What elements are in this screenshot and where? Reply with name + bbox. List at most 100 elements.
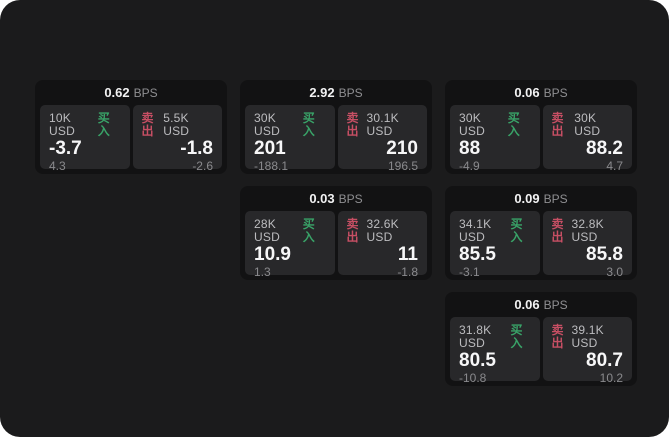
spread-header: 0.09 BPS <box>450 186 632 211</box>
sell-price: 85.8 <box>586 244 623 265</box>
sell-change: -2.6 <box>192 159 213 173</box>
quote-body: 34.1K USD 买入 85.5 -3.1 卖出 32.8K USD 85.8… <box>450 211 632 279</box>
sell-change: 3.0 <box>606 265 623 279</box>
buy-notional: 10K USD <box>49 111 75 138</box>
sell-panel[interactable]: 卖出 39.1K USD 80.7 10.2 <box>542 317 632 385</box>
sell-panel[interactable]: 卖出 32.8K USD 85.8 3.0 <box>542 211 632 279</box>
sell-panel-header: 卖出 32.8K USD <box>552 218 624 244</box>
buy-label: 买入 <box>507 111 520 138</box>
buy-panel[interactable]: 10K USD 买入 -3.7 4.3 <box>40 105 130 173</box>
sell-notional: 30.1K USD <box>366 111 399 138</box>
sell-label: 卖出 <box>346 217 359 244</box>
spread-header: 0.62 BPS <box>40 80 222 105</box>
buy-price: -3.7 <box>49 138 82 159</box>
buy-change: -3.1 <box>459 265 480 279</box>
bps-unit-label: BPS <box>543 191 568 206</box>
buy-notional: 31.8K USD <box>459 323 492 350</box>
sell-change: 4.7 <box>606 159 623 173</box>
bps-unit-label: BPS <box>133 85 158 100</box>
quote-body: 30K USD 买入 201 -188.1 卖出 30.1K USD 210 1… <box>245 105 427 173</box>
buy-label: 买入 <box>302 111 315 138</box>
sell-panel[interactable]: 卖出 30.1K USD 210 196.5 <box>337 105 427 173</box>
sell-price: -1.8 <box>180 138 213 159</box>
spread-header: 0.06 BPS <box>450 292 632 317</box>
sell-panel-header: 卖出 32.6K USD <box>347 218 419 244</box>
spread-value: 0.03 <box>309 191 335 206</box>
sell-label: 卖出 <box>346 111 359 138</box>
buy-notional: 30K USD <box>254 111 280 138</box>
buy-panel[interactable]: 30K USD 买入 201 -188.1 <box>245 105 335 173</box>
sell-notional: 32.8K USD <box>571 217 604 244</box>
quote-body: 10K USD 买入 -3.7 4.3 卖出 5.5K USD -1.8 -2.… <box>40 105 222 173</box>
sell-price: 210 <box>386 138 418 159</box>
buy-change: 1.3 <box>254 265 271 279</box>
buy-panel-header: 30K USD 买入 <box>254 112 326 138</box>
sell-change: 10.2 <box>599 371 623 385</box>
buy-notional: 34.1K USD <box>459 217 492 244</box>
quote-card: 0.09 BPS 34.1K USD 买入 85.5 -3.1 卖出 32.8K… <box>445 186 637 280</box>
sell-notional: 39.1K USD <box>571 323 604 350</box>
quote-body: 31.8K USD 买入 80.5 -10.8 卖出 39.1K USD 80.… <box>450 317 632 385</box>
buy-panel[interactable]: 31.8K USD 买入 80.5 -10.8 <box>450 317 540 385</box>
buy-price: 85.5 <box>459 244 496 265</box>
sell-price: 11 <box>397 244 418 265</box>
buy-notional: 28K USD <box>254 217 280 244</box>
buy-panel[interactable]: 30K USD 买入 88 -4.9 <box>450 105 540 173</box>
spread-header: 0.06 BPS <box>450 80 632 105</box>
buy-price: 10.9 <box>254 244 291 265</box>
spread-value: 0.06 <box>514 297 540 312</box>
buy-label: 买入 <box>510 323 523 350</box>
sell-panel-header: 卖出 30K USD <box>552 112 624 138</box>
sell-panel[interactable]: 卖出 30K USD 88.2 4.7 <box>542 105 632 173</box>
sell-notional: 32.6K USD <box>366 217 399 244</box>
buy-panel-header: 34.1K USD 买入 <box>459 218 531 244</box>
sell-label: 卖出 <box>551 217 564 244</box>
sell-change: 196.5 <box>387 159 418 173</box>
buy-label: 买入 <box>97 111 110 138</box>
sell-notional: 5.5K USD <box>163 111 190 138</box>
sell-panel-header: 卖出 5.5K USD <box>142 112 214 138</box>
spread-value: 0.06 <box>514 85 540 100</box>
quote-card: 0.06 BPS 31.8K USD 买入 80.5 -10.8 卖出 39.1… <box>445 292 637 386</box>
buy-panel-header: 30K USD 买入 <box>459 112 531 138</box>
buy-panel[interactable]: 34.1K USD 买入 85.5 -3.1 <box>450 211 540 279</box>
bps-unit-label: BPS <box>543 85 568 100</box>
sell-panel[interactable]: 卖出 32.6K USD 11 -1.8 <box>337 211 427 279</box>
spread-header: 0.03 BPS <box>245 186 427 211</box>
spread-header: 2.92 BPS <box>245 80 427 105</box>
bps-unit-label: BPS <box>338 191 363 206</box>
quote-body: 28K USD 买入 10.9 1.3 卖出 32.6K USD 11 -1.8 <box>245 211 427 279</box>
sell-panel-header: 卖出 30.1K USD <box>347 112 419 138</box>
sell-panel[interactable]: 卖出 5.5K USD -1.8 -2.6 <box>132 105 222 173</box>
buy-panel[interactable]: 28K USD 买入 10.9 1.3 <box>245 211 335 279</box>
sell-change: -1.8 <box>397 265 418 279</box>
spread-value: 2.92 <box>309 85 335 100</box>
buy-price: 88 <box>459 138 481 159</box>
buy-notional: 30K USD <box>459 111 485 138</box>
buy-change: -188.1 <box>254 159 289 173</box>
bps-unit-label: BPS <box>543 297 568 312</box>
sell-label: 卖出 <box>551 323 564 350</box>
quote-card: 0.62 BPS 10K USD 买入 -3.7 4.3 卖出 5.5K USD… <box>35 80 227 174</box>
sell-panel-header: 卖出 39.1K USD <box>552 324 624 350</box>
quote-card: 2.92 BPS 30K USD 买入 201 -188.1 卖出 30.1K … <box>240 80 432 174</box>
sell-price: 88.2 <box>586 138 623 159</box>
spread-value: 0.09 <box>514 191 540 206</box>
buy-panel-header: 28K USD 买入 <box>254 218 326 244</box>
sell-label: 卖出 <box>551 111 564 138</box>
quote-card: 0.03 BPS 28K USD 买入 10.9 1.3 卖出 32.6K US… <box>240 186 432 280</box>
buy-change: -10.8 <box>459 371 487 385</box>
bps-unit-label: BPS <box>338 85 363 100</box>
buy-price: 201 <box>254 138 286 159</box>
buy-change: -4.9 <box>459 159 480 173</box>
buy-panel-header: 10K USD 买入 <box>49 112 121 138</box>
buy-price: 80.5 <box>459 350 496 371</box>
quote-card: 0.06 BPS 30K USD 买入 88 -4.9 卖出 30K USD 8… <box>445 80 637 174</box>
buy-change: 4.3 <box>49 159 66 173</box>
quote-grid: 0.62 BPS 10K USD 买入 -3.7 4.3 卖出 5.5K USD… <box>35 80 637 386</box>
buy-label: 买入 <box>302 217 315 244</box>
quote-body: 30K USD 买入 88 -4.9 卖出 30K USD 88.2 4.7 <box>450 105 632 173</box>
buy-panel-header: 31.8K USD 买入 <box>459 324 531 350</box>
sell-notional: 30K USD <box>574 111 601 138</box>
